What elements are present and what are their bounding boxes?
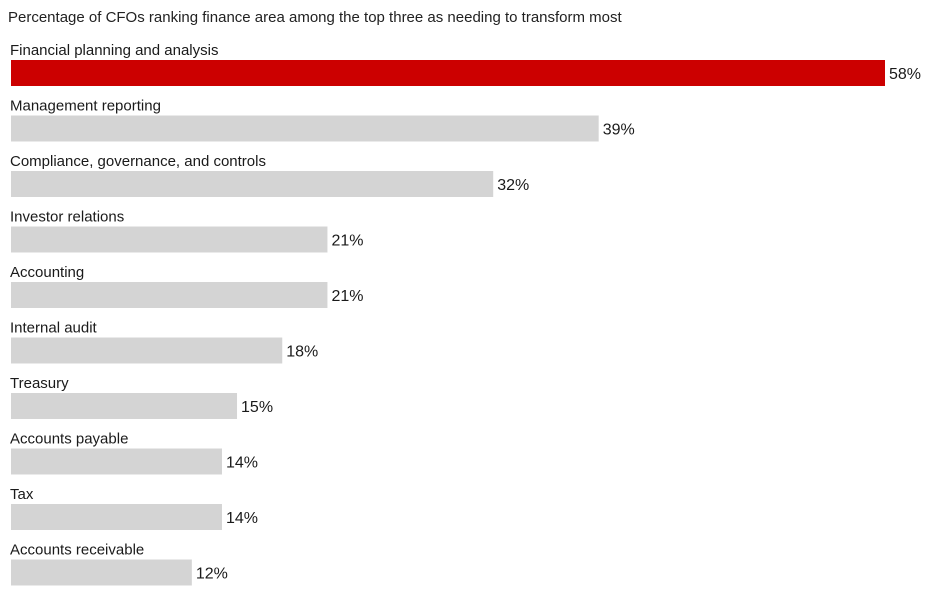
value-label: 32%	[497, 177, 529, 194]
category-label: Internal audit	[10, 320, 98, 337]
bar	[11, 115, 599, 142]
bar	[11, 226, 328, 253]
category-label: Compliance, governance, and controls	[10, 153, 266, 170]
chart-title: Percentage of CFOs ranking finance area …	[8, 9, 623, 26]
bar	[11, 60, 885, 86]
category-label: Management reporting	[10, 98, 161, 115]
bar	[11, 448, 222, 475]
value-label: 58%	[889, 66, 921, 83]
category-label: Treasury	[10, 375, 69, 392]
bar	[11, 559, 192, 586]
category-label: Financial planning and analysis	[10, 42, 218, 59]
value-label: 14%	[226, 510, 258, 527]
value-label: 39%	[603, 122, 635, 139]
value-label: 18%	[286, 344, 318, 361]
value-label: 21%	[331, 288, 363, 305]
category-label: Investor relations	[10, 209, 124, 226]
category-label: Tax	[10, 486, 34, 503]
category-label: Accounting	[10, 264, 84, 281]
bar	[11, 337, 283, 364]
category-label: Accounts receivable	[10, 542, 144, 559]
value-label: 14%	[226, 455, 258, 472]
bar	[11, 393, 238, 419]
category-label: Accounts payable	[10, 431, 128, 448]
bars-group: Financial planning and analysis 58% Manage…	[10, 42, 921, 586]
bar	[11, 171, 494, 197]
value-label: 15%	[241, 399, 273, 416]
bar	[11, 282, 328, 308]
bar	[11, 504, 222, 530]
value-label: 12%	[196, 566, 228, 583]
value-label: 21%	[331, 233, 363, 250]
